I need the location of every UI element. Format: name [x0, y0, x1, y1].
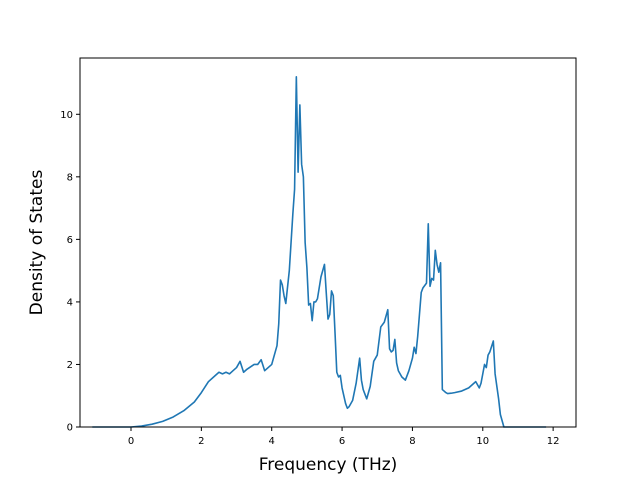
data-layer: [92, 75, 547, 428]
x-axis-label: Frequency (THz): [259, 455, 398, 475]
x-tick-label: 4: [269, 436, 275, 447]
y-tick-label: 4: [67, 297, 73, 308]
plot-frame: [79, 57, 577, 428]
x-tick-label: 6: [339, 436, 345, 447]
x-tick-label: 10: [476, 436, 489, 447]
dos-series-line: [92, 75, 547, 428]
ticks-layer: 0 2 4 6 8 10 12 0 2 4 6 8 10: [60, 110, 559, 447]
x-tick-label: 8: [409, 436, 415, 447]
x-tick-label: 12: [547, 436, 560, 447]
x-tick-label: 0: [128, 436, 134, 447]
y-axis-label: Density of States: [27, 170, 47, 316]
y-tick-label: 6: [67, 235, 73, 246]
y-tick-label: 2: [67, 360, 73, 371]
x-tick-label: 2: [198, 436, 204, 447]
y-tick-label: 0: [67, 423, 73, 434]
y-tick-label: 10: [60, 110, 73, 121]
y-tick-label: 8: [67, 172, 73, 183]
